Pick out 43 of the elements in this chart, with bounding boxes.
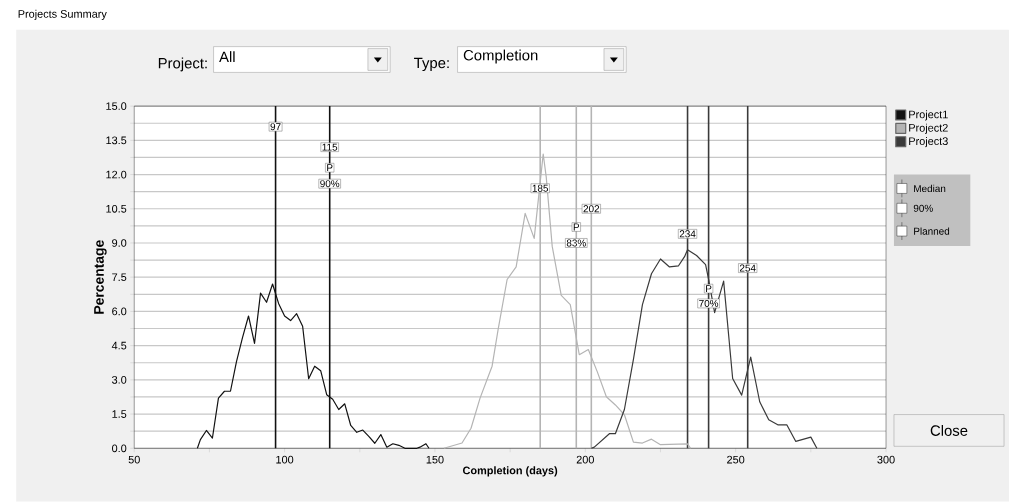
annotation: 90% bbox=[320, 180, 340, 188]
x-tick-label: 200 bbox=[576, 455, 594, 464]
x-tick-label: 150 bbox=[426, 455, 444, 464]
annotation: 202 bbox=[583, 205, 600, 213]
annotation: 83% bbox=[566, 239, 586, 247]
annotation: P bbox=[706, 285, 712, 293]
x-tick-label: 250 bbox=[727, 455, 745, 464]
text: Planned bbox=[914, 227, 950, 235]
x-tick-label: 50 bbox=[128, 455, 140, 464]
annotation: 254 bbox=[739, 264, 756, 272]
annotation: 97 bbox=[270, 123, 281, 131]
y-tick-label: 0.0 bbox=[112, 444, 127, 453]
y-tick-label: 7.5 bbox=[112, 273, 127, 282]
y-tick-label: 10.5 bbox=[106, 205, 127, 213]
chart-title: Projects Summary bbox=[18, 9, 107, 21]
text: Completion bbox=[463, 49, 538, 64]
annotation: 234 bbox=[679, 230, 696, 238]
y-tick-label: 6.0 bbox=[112, 307, 127, 316]
y-axis-title: Percentage bbox=[94, 240, 107, 314]
y-tick-label: 15.0 bbox=[106, 102, 127, 111]
x-tick-label: 100 bbox=[276, 455, 294, 464]
y-tick-label: 1.5 bbox=[112, 410, 127, 418]
annotation: 185 bbox=[532, 184, 549, 192]
annotation: 115 bbox=[322, 143, 338, 151]
y-tick-label: 3.0 bbox=[112, 376, 127, 384]
text: All bbox=[219, 51, 235, 62]
y-tick-label: 12.0 bbox=[106, 170, 127, 179]
annotation: 70% bbox=[699, 300, 719, 308]
y-tick-label: 9.0 bbox=[112, 239, 127, 247]
x-tick-label: 300 bbox=[877, 455, 895, 464]
legend-label: Project3 bbox=[909, 137, 948, 148]
legend-label: Project2 bbox=[909, 123, 948, 134]
y-tick-label: 13.5 bbox=[106, 136, 127, 145]
text: Median bbox=[914, 184, 946, 193]
text: Type: bbox=[414, 57, 449, 72]
text: Close bbox=[930, 425, 968, 436]
y-tick-label: 4.5 bbox=[111, 341, 127, 350]
text: Project: bbox=[158, 57, 207, 72]
annotation: P bbox=[327, 164, 333, 172]
legend-label: Project1 bbox=[909, 110, 948, 121]
annotation: P bbox=[573, 223, 580, 231]
text: 90% bbox=[913, 204, 933, 212]
x-axis-title: Completion (days) bbox=[463, 466, 558, 477]
